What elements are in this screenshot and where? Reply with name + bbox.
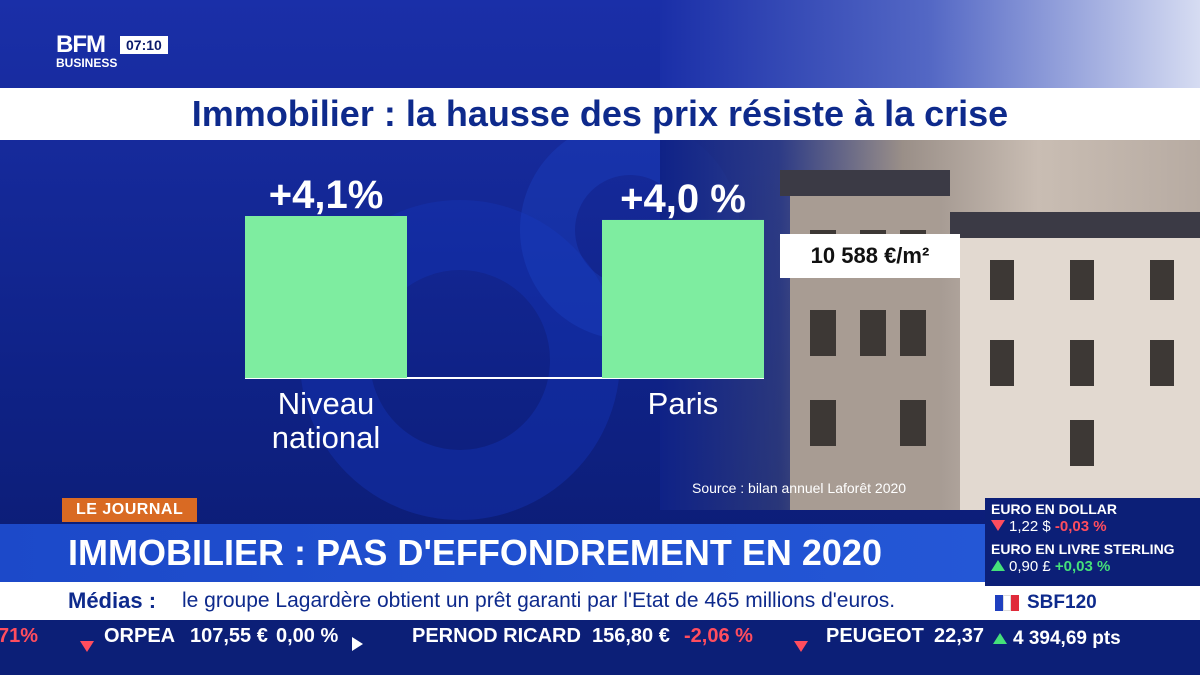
window	[810, 400, 836, 446]
index-row: SBF120	[985, 586, 1200, 620]
index-value: 4 394,69 pts	[993, 622, 1121, 656]
window	[1070, 340, 1094, 386]
chart-title: Immobilier : la hausse des prix résiste …	[191, 93, 1009, 134]
stock-name: ORPEA	[104, 625, 176, 647]
window	[1070, 420, 1094, 466]
stock-change: 0,00 %	[276, 625, 339, 647]
logo-main: BFM	[56, 31, 106, 58]
arrow-down-icon	[794, 630, 808, 662]
clock: 07:10	[120, 36, 168, 54]
headline: IMMOBILIER : PAS D'EFFONDREMENT EN 2020	[68, 532, 882, 573]
fx-values: 0,90 £ +0,03 %	[985, 558, 1200, 576]
source-note: Source : bilan annuel Laforêt 2020	[692, 480, 907, 496]
program-tag: LE JOURNAL	[62, 498, 198, 522]
arrow-down-icon	[80, 630, 94, 662]
fx-eur-gbp: EURO EN LIVRE STERLING 0,90 £ +0,03 %	[985, 540, 1200, 576]
window	[1150, 260, 1174, 300]
ticker-label: Médias :	[68, 588, 157, 613]
roof	[950, 212, 1200, 238]
stock-row: 71% ORPEA 107,55 € 0,00 % PERNOD RICARD …	[0, 620, 985, 652]
data-label: +4,1%	[269, 173, 384, 217]
stock-change: -2,06 %	[684, 625, 753, 647]
logo-sub: BUSINESS	[56, 56, 118, 70]
window	[900, 400, 926, 446]
market-side-panel: EURO EN DOLLAR 1,22 $ -0,03 % EURO EN LI…	[985, 498, 1200, 675]
window	[1150, 340, 1174, 386]
category-label: national	[272, 420, 381, 455]
stock-name: PEUGEOT	[826, 625, 924, 647]
stock-price: 156,80 €	[592, 625, 670, 647]
arrow-down-icon	[991, 520, 1005, 531]
arrow-flat-icon	[352, 629, 363, 661]
fx-change: -0,03 %	[1054, 518, 1107, 535]
news-ticker: Médias : le groupe Lagardère obtient un …	[0, 582, 985, 620]
fx-title: EURO EN DOLLAR	[991, 501, 1117, 517]
fx-eur-usd: EURO EN DOLLAR 1,22 $ -0,03 %	[985, 500, 1200, 536]
fx-values: 1,22 $ -0,03 %	[985, 518, 1200, 536]
window	[810, 310, 836, 356]
window	[990, 340, 1014, 386]
fx-change: +0,03 %	[1054, 558, 1111, 575]
index-name: SBF120	[1027, 592, 1097, 613]
ticker-text: le groupe Lagardère obtient un prêt gara…	[182, 589, 896, 612]
data-label: +4,0 %	[620, 177, 746, 221]
title-band: Immobilier : la hausse des prix résiste …	[0, 88, 1200, 140]
window	[990, 260, 1014, 300]
window	[860, 310, 886, 356]
window	[900, 310, 926, 356]
stock-name: PERNOD RICARD	[412, 625, 581, 647]
roof	[780, 170, 950, 196]
stock-price: 22,37	[934, 625, 985, 647]
bar	[245, 216, 407, 378]
headline-band: IMMOBILIER : PAS D'EFFONDREMENT EN 2020	[0, 524, 985, 582]
category-label: Paris	[648, 386, 719, 421]
stock-price: 107,55 €	[190, 625, 268, 647]
window	[1070, 260, 1094, 300]
price-per-sqm-label: 10 588 €/m²	[780, 234, 960, 278]
bfm-business-logo: BFM BUSINESS	[56, 31, 118, 71]
category-label: Niveau	[278, 386, 375, 421]
stock-partial-change: 71%	[0, 625, 39, 647]
index-value-text: 4 394,69 pts	[1013, 628, 1121, 649]
bar	[602, 219, 764, 378]
french-flag-icon	[995, 595, 1019, 611]
stock-ticker: 71% ORPEA 107,55 € 0,00 % PERNOD RICARD …	[0, 620, 985, 675]
arrow-up-icon	[993, 633, 1007, 644]
arrow-up-icon	[991, 560, 1005, 571]
fx-title: EURO EN LIVRE STERLING	[991, 541, 1175, 557]
fx-value: 1,22 $	[1009, 518, 1051, 535]
fx-value: 0,90 £	[1009, 558, 1051, 575]
